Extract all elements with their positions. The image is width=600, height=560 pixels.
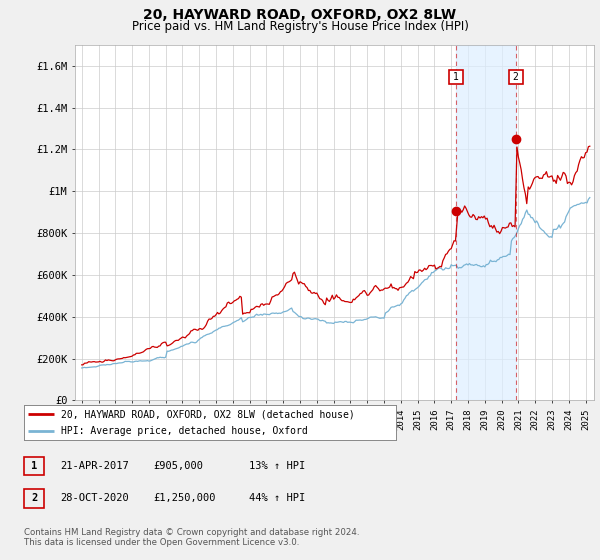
Text: 2: 2 xyxy=(512,72,518,82)
Text: 1: 1 xyxy=(454,72,459,82)
Bar xyxy=(456,45,515,400)
Text: 13% ↑ HPI: 13% ↑ HPI xyxy=(249,461,305,471)
Text: £1,250,000: £1,250,000 xyxy=(153,493,215,503)
Text: 1: 1 xyxy=(31,461,37,471)
Text: 20, HAYWARD ROAD, OXFORD, OX2 8LW: 20, HAYWARD ROAD, OXFORD, OX2 8LW xyxy=(143,8,457,22)
Text: 21-APR-2017: 21-APR-2017 xyxy=(60,461,129,471)
Text: 28-OCT-2020: 28-OCT-2020 xyxy=(60,493,129,503)
Text: 2: 2 xyxy=(31,493,37,503)
Text: Price paid vs. HM Land Registry's House Price Index (HPI): Price paid vs. HM Land Registry's House … xyxy=(131,20,469,33)
Text: 20, HAYWARD ROAD, OXFORD, OX2 8LW (detached house): 20, HAYWARD ROAD, OXFORD, OX2 8LW (detac… xyxy=(61,409,355,419)
Text: 44% ↑ HPI: 44% ↑ HPI xyxy=(249,493,305,503)
Text: HPI: Average price, detached house, Oxford: HPI: Average price, detached house, Oxfo… xyxy=(61,426,308,436)
Text: Contains HM Land Registry data © Crown copyright and database right 2024.
This d: Contains HM Land Registry data © Crown c… xyxy=(24,528,359,547)
Text: £905,000: £905,000 xyxy=(153,461,203,471)
